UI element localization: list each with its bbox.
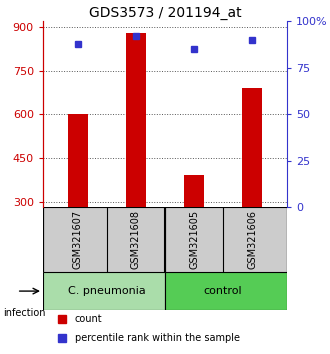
Bar [242,88,262,207]
Bar [126,33,146,207]
Text: GSM321606: GSM321606 [247,210,257,269]
Bar [68,114,88,207]
Text: percentile rank within the sample: percentile rank within the sample [75,333,240,343]
Bar [43,273,165,310]
Bar [165,273,287,310]
Text: count: count [75,314,102,324]
Text: infection: infection [3,308,46,318]
Text: GSM321608: GSM321608 [131,210,141,269]
Text: GSM321607: GSM321607 [73,210,83,269]
Text: GSM321605: GSM321605 [189,210,199,269]
Title: GDS3573 / 201194_at: GDS3573 / 201194_at [89,6,241,20]
Text: control: control [204,286,243,296]
Text: C. pneumonia: C. pneumonia [68,286,146,296]
Bar [184,175,204,207]
